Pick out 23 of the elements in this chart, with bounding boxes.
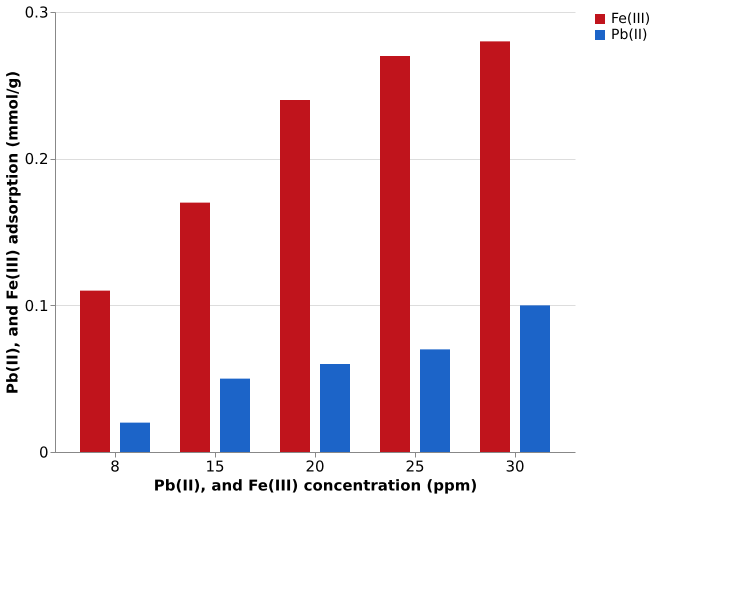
y-tick-label: 0.3 bbox=[24, 4, 48, 22]
bar bbox=[80, 290, 110, 452]
bar bbox=[220, 378, 250, 452]
bar bbox=[120, 422, 150, 452]
legend-label: Fe(III) bbox=[611, 11, 650, 27]
legend-label: Pb(II) bbox=[611, 27, 648, 43]
x-tick-label: 25 bbox=[405, 458, 425, 476]
x-tick-label: 15 bbox=[205, 458, 225, 476]
bar bbox=[520, 305, 550, 452]
bar bbox=[320, 364, 350, 452]
bar bbox=[280, 100, 310, 452]
x-axis-title: Pb(II), and Fe(III) concentration (ppm) bbox=[154, 476, 478, 494]
y-tick-label: 0.2 bbox=[24, 150, 48, 168]
y-tick-label: 0.1 bbox=[24, 296, 48, 315]
bar bbox=[420, 349, 450, 452]
y-tick-label: 0 bbox=[38, 444, 48, 462]
x-tick-label: 8 bbox=[110, 458, 120, 476]
bar bbox=[480, 41, 510, 452]
y-axis-title: Pb(II), and Fe(III) adsorption (mmol/g) bbox=[4, 70, 22, 394]
bar bbox=[180, 202, 210, 452]
x-tick-label: 30 bbox=[505, 458, 525, 476]
x-tick-label: 20 bbox=[305, 458, 325, 476]
bar bbox=[380, 56, 410, 452]
